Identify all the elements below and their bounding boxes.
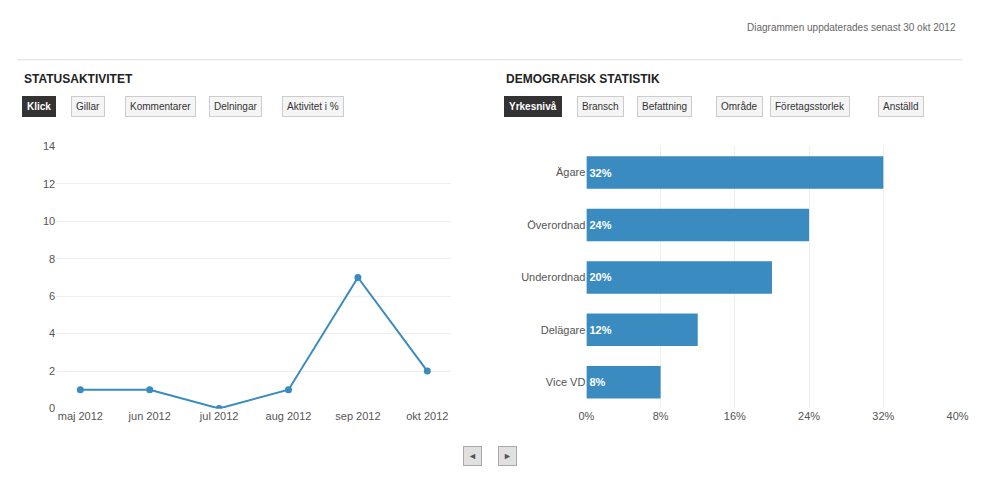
- svg-text:20%: 20%: [589, 271, 611, 283]
- svg-text:24%: 24%: [798, 410, 820, 422]
- svg-text:12%: 12%: [589, 324, 611, 336]
- svg-text:8%: 8%: [589, 376, 605, 388]
- svg-text:►: ►: [503, 451, 512, 461]
- svg-text:32%: 32%: [872, 410, 894, 422]
- svg-text:Befattning: Befattning: [642, 101, 687, 112]
- svg-text:0%: 0%: [578, 410, 594, 422]
- svg-text:14: 14: [43, 140, 55, 152]
- svg-text:sep 2012: sep 2012: [335, 410, 380, 422]
- svg-text:32%: 32%: [589, 167, 611, 179]
- svg-text:Klick: Klick: [27, 101, 51, 112]
- svg-text:2: 2: [49, 365, 55, 377]
- svg-text:Aktivitet i %: Aktivitet i %: [287, 101, 339, 112]
- svg-text:DEMOGRAFISK STATISTIK: DEMOGRAFISK STATISTIK: [506, 72, 660, 86]
- svg-text:Område: Område: [721, 101, 758, 112]
- svg-text:Överordnad: Överordnad: [527, 219, 585, 231]
- svg-text:Vice VD: Vice VD: [546, 376, 586, 388]
- svg-text:4: 4: [49, 327, 55, 339]
- svg-text:aug 2012: aug 2012: [266, 410, 312, 422]
- svg-text:STATUSAKTIVITET: STATUSAKTIVITET: [24, 72, 133, 86]
- svg-text:12: 12: [43, 178, 55, 190]
- svg-text:okt 2012: okt 2012: [406, 410, 448, 422]
- svg-text:Företagsstorlek: Företagsstorlek: [775, 101, 845, 112]
- svg-text:16%: 16%: [724, 410, 746, 422]
- svg-text:8: 8: [49, 253, 55, 265]
- svg-text:Gillar: Gillar: [76, 101, 100, 112]
- svg-text:Ägare: Ägare: [556, 166, 585, 178]
- svg-text:8%: 8%: [653, 410, 669, 422]
- svg-text:Underordnad: Underordnad: [521, 271, 585, 283]
- svg-text:maj 2012: maj 2012: [58, 410, 103, 422]
- svg-text:jul 2012: jul 2012: [199, 410, 239, 422]
- svg-text:6: 6: [49, 290, 55, 302]
- svg-text:24%: 24%: [589, 219, 611, 231]
- svg-text:40%: 40%: [947, 410, 969, 422]
- svg-text:Yrkesnivå: Yrkesnivå: [509, 101, 557, 112]
- svg-text:Delägare: Delägare: [541, 324, 586, 336]
- svg-text:Delningar: Delningar: [214, 101, 257, 112]
- svg-text:jun 2012: jun 2012: [128, 410, 171, 422]
- svg-text:Bransch: Bransch: [582, 101, 619, 112]
- svg-text:Kommentarer: Kommentarer: [130, 101, 191, 112]
- svg-text:0: 0: [49, 402, 55, 414]
- svg-text:10: 10: [43, 215, 55, 227]
- svg-text:Anställd: Anställd: [883, 101, 919, 112]
- svg-text:Diagrammen uppdaterades senast: Diagrammen uppdaterades senast 30 okt 20…: [747, 22, 956, 33]
- svg-text:◄: ◄: [468, 451, 477, 461]
